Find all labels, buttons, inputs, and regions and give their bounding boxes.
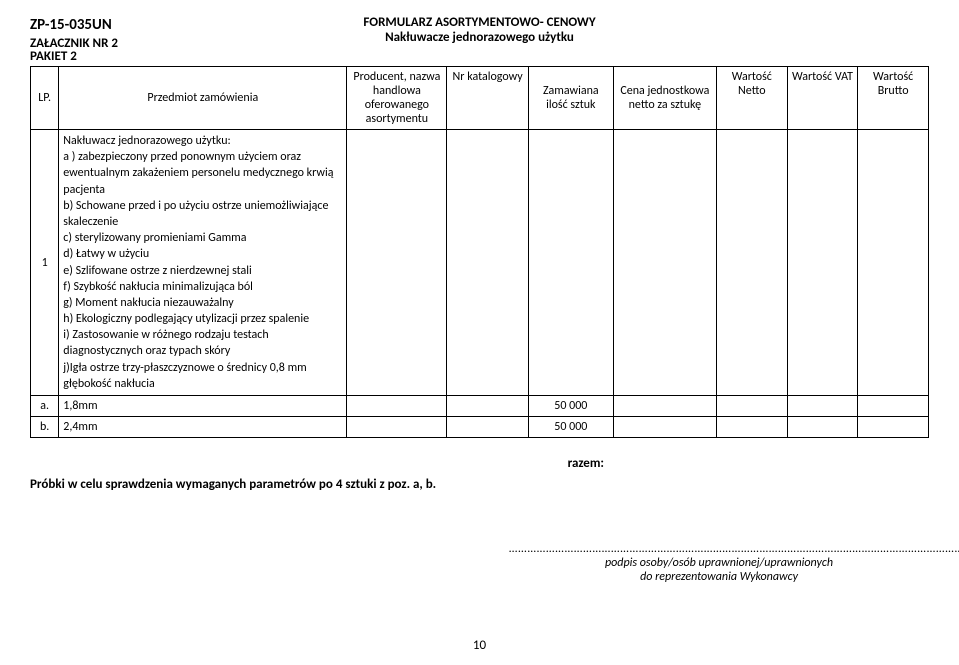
col-val-vat: Wartość VAT	[787, 67, 858, 130]
cell-lp-b: b.	[31, 417, 59, 438]
cell-desc-a: 1,8mm	[59, 396, 347, 417]
col-catalog: Nr katalogowy	[447, 67, 529, 130]
probki-note: Próbki w celu sprawdzenia wymaganych par…	[30, 477, 929, 492]
desc-line: j)Igła ostrze trzy-płaszczyznowe o średn…	[63, 360, 342, 392]
desc-line: Nakłuwacz jednorazowego użytku:	[63, 133, 342, 149]
cell-empty	[716, 396, 787, 417]
cell-empty	[716, 130, 787, 396]
desc-line: i) Zastosowanie w różnego rodzaju testac…	[63, 327, 342, 359]
page-number: 10	[0, 638, 959, 653]
signature-line-2: do reprezentowania Wykonawcy	[640, 570, 798, 584]
desc-line: g) Moment nakłucia niezauważalny	[63, 295, 342, 311]
signature-line-1: podpis osoby/osób uprawnionej/uprawniony…	[605, 556, 833, 570]
col-val-brutto: Wartość Brutto	[858, 67, 929, 130]
desc-line: e) Szlifowane ostrze z nierdzewnej stali	[63, 263, 342, 279]
cell-qty-b: 50 000	[528, 417, 613, 438]
cell-empty	[613, 130, 716, 396]
cell-empty	[787, 396, 858, 417]
cell-empty	[858, 396, 929, 417]
cell-empty	[528, 130, 613, 396]
col-quantity: Zamawiana ilość sztuk	[528, 67, 613, 130]
col-val-netto: Wartość Netto	[716, 67, 787, 130]
cell-empty	[716, 417, 787, 438]
cell-empty	[858, 417, 929, 438]
desc-line: h) Ekologiczny podlegający utylizacji pr…	[63, 311, 342, 327]
cell-empty	[447, 396, 529, 417]
pakiet-label: PAKIET 2	[30, 49, 929, 64]
cell-desc-1: Nakłuwacz jednorazowego użytku: a ) zabe…	[59, 130, 347, 396]
form-subtitle: Nakłuwacze jednorazowego użytku	[30, 30, 929, 45]
cell-lp-1: 1	[31, 130, 59, 396]
signature-dots: ……………………………………………………………………………………………………………	[509, 542, 959, 556]
form-title: FORMULARZ ASORTYMENTOWO- CENOWY	[30, 15, 929, 30]
col-unit-price: Cena jednostkowa netto za sztukę	[613, 67, 716, 130]
cell-empty	[613, 417, 716, 438]
cell-desc-b: 2,4mm	[59, 417, 347, 438]
cell-empty	[347, 396, 447, 417]
cell-empty	[447, 130, 529, 396]
razem-label: razem:	[30, 456, 929, 471]
desc-line: c) sterylizowany promieniami Gamma	[63, 230, 342, 246]
signature-block: ……………………………………………………………………………………………………………	[30, 542, 929, 584]
table-row: a. 1,8mm 50 000	[31, 396, 929, 417]
main-table: LP. Przedmiot zamówienia Producent, nazw…	[30, 66, 929, 438]
cell-qty-a: 50 000	[528, 396, 613, 417]
cell-empty	[787, 130, 858, 396]
cell-lp-a: a.	[31, 396, 59, 417]
col-desc: Przedmiot zamówienia	[59, 67, 347, 130]
cell-empty	[447, 417, 529, 438]
cell-empty	[347, 130, 447, 396]
col-lp: LP.	[31, 67, 59, 130]
cell-empty	[347, 417, 447, 438]
table-row: 1 Nakłuwacz jednorazowego użytku: a ) za…	[31, 130, 929, 396]
cell-empty	[613, 396, 716, 417]
cell-empty	[787, 417, 858, 438]
desc-line: d) Łatwy w użyciu	[63, 246, 342, 262]
desc-line: b) Schowane przed i po użyciu ostrze uni…	[63, 198, 342, 230]
table-row: b. 2,4mm 50 000	[31, 417, 929, 438]
desc-line: a ) zabezpieczony przed ponownym użyciem…	[63, 149, 342, 198]
col-producer: Producent, nazwa handlowa oferowanego as…	[347, 67, 447, 130]
cell-empty	[858, 130, 929, 396]
desc-line: f) Szybkość nakłucia minimalizująca ból	[63, 279, 342, 295]
table-header-row: LP. Przedmiot zamówienia Producent, nazw…	[31, 67, 929, 130]
